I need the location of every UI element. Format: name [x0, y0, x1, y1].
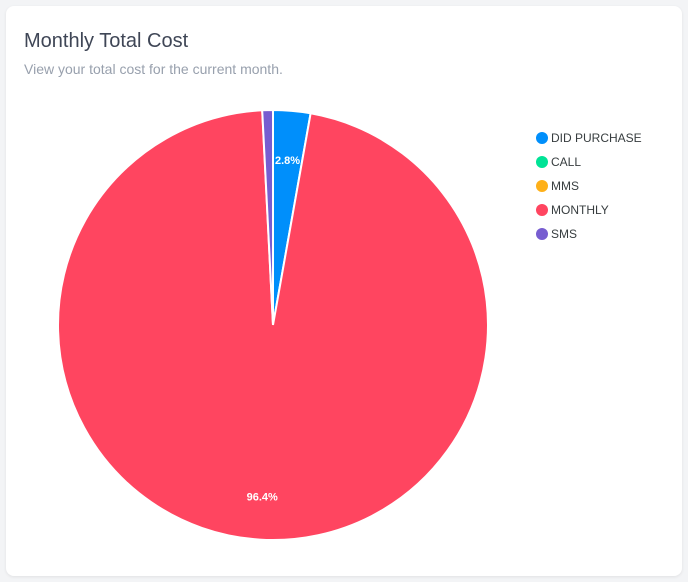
legend-label: SMS: [551, 227, 578, 241]
legend-marker-icon: [536, 228, 548, 240]
card-subtitle: View your total cost for the current mon…: [24, 61, 283, 77]
pie-label-monthly: 96.4%: [247, 492, 278, 504]
legend-marker-icon: [536, 204, 548, 216]
legend-item-mms[interactable]: MMS: [536, 174, 642, 198]
pie-label-did-purchase: 2.8%: [275, 155, 300, 167]
legend-item-sms[interactable]: SMS: [536, 222, 642, 246]
pie-slice-monthly[interactable]: [57, 109, 489, 541]
legend-marker-icon: [536, 156, 548, 168]
chart-legend: DID PURCHASE CALL MMS MONTHLY SMS: [536, 126, 642, 246]
legend-label: DID PURCHASE: [551, 131, 642, 145]
legend-marker-icon: [536, 180, 548, 192]
pie-slice-sms[interactable]: [261, 108, 274, 326]
legend-item-did-purchase[interactable]: DID PURCHASE: [536, 126, 642, 150]
legend-label: CALL: [551, 155, 582, 169]
legend-marker-icon: [536, 132, 548, 144]
legend-label: MMS: [551, 179, 579, 193]
chart-card: Monthly Total Cost View your total cost …: [6, 6, 682, 576]
card-title: Monthly Total Cost: [24, 30, 189, 52]
legend-item-monthly[interactable]: MONTHLY: [536, 198, 642, 222]
legend-item-call[interactable]: CALL: [536, 150, 642, 174]
legend-label: MONTHLY: [551, 203, 609, 217]
pie-chart: 2.8% 96.4%: [57, 108, 489, 541]
